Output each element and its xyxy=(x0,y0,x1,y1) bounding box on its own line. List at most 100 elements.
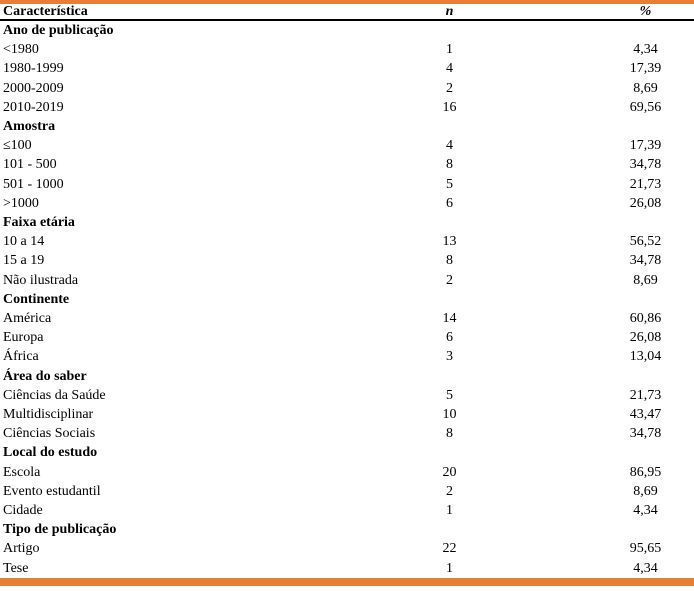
n-value-cell: 8 xyxy=(446,253,453,269)
characteristic-cell: Evento estudantil xyxy=(3,483,101,499)
percent-value-cell: 34,78 xyxy=(629,426,662,442)
characteristic-cell: Não ilustrada xyxy=(3,272,79,288)
characteristic-cell: <1980 xyxy=(3,42,39,58)
characteristic-cell: 10 a 14 xyxy=(3,234,45,250)
characteristic-cell: América xyxy=(3,311,52,327)
column-header-caracteristica: Característica xyxy=(0,4,403,21)
n-value-cell: 10 xyxy=(442,407,457,423)
table-row: 10 a 14 13 56,52 xyxy=(0,232,694,251)
n-value-cell: 3 xyxy=(446,349,453,365)
table-row: Ciências Sociais 8 34,78 xyxy=(0,424,694,443)
characteristic-cell: Multidisciplinar xyxy=(3,407,94,423)
characteristic-cell: África xyxy=(3,349,39,365)
table-row: Artigo 22 95,65 xyxy=(0,539,694,558)
n-value-cell: 6 xyxy=(446,330,453,346)
n-value-cell: 22 xyxy=(442,541,457,557)
section-header: Ano de publicação xyxy=(3,23,114,38)
n-value-cell: 1 xyxy=(446,42,453,58)
section-header: Área do saber xyxy=(3,368,87,384)
percent-value-cell: 56,52 xyxy=(629,234,662,250)
characteristic-cell: 2000-2009 xyxy=(3,80,64,96)
bottom-accent-bar xyxy=(0,577,694,586)
n-value-cell: 4 xyxy=(446,61,453,77)
table-row: Multidisciplinar 10 43,47 xyxy=(0,405,694,424)
n-value-cell: 2 xyxy=(446,80,453,96)
table-row: Não ilustrada 2 8,69 xyxy=(0,271,694,290)
characteristic-cell: Ciências Sociais xyxy=(3,426,96,442)
characteristic-cell: 501 - 1000 xyxy=(3,176,64,192)
section-header: Faixa etária xyxy=(3,215,75,231)
table-row: ≤100 4 17,39 xyxy=(0,136,694,155)
percent-value-cell: 95,65 xyxy=(629,541,662,557)
percent-value-cell: 60,86 xyxy=(629,311,662,327)
percent-value-cell: 8,69 xyxy=(633,483,658,499)
table-row: 1980-1999 4 17,39 xyxy=(0,59,694,78)
section-header-row: Ano de publicação xyxy=(0,20,694,40)
table-row: 501 - 1000 5 21,73 xyxy=(0,175,694,194)
table-row: 101 - 500 8 34,78 xyxy=(0,155,694,174)
table-row: Evento estudantil 2 8,69 xyxy=(0,482,694,501)
characteristic-cell: 1980-1999 xyxy=(3,61,64,77)
percent-value-cell: 21,73 xyxy=(629,176,662,192)
percent-value-cell: 4,34 xyxy=(633,503,658,519)
n-value-cell: 20 xyxy=(442,464,457,480)
percent-value-cell: 86,95 xyxy=(629,464,662,480)
characteristic-cell: >1000 xyxy=(3,195,39,211)
table-row: Ciências da Saúde 5 21,73 xyxy=(0,386,694,405)
characteristic-cell: 2010-2019 xyxy=(3,99,64,115)
column-header-n: n xyxy=(403,4,552,21)
section-header-row: Área do saber xyxy=(0,367,694,386)
n-value-cell: 14 xyxy=(442,311,457,327)
column-header-percent: % xyxy=(552,4,694,21)
table-row: América 14 60,86 xyxy=(0,309,694,328)
percent-value-cell: 26,08 xyxy=(629,195,662,211)
characteristic-cell: Ciências da Saúde xyxy=(3,387,106,403)
percent-value-cell: 4,34 xyxy=(633,560,658,576)
table-row: 2000-2009 2 8,69 xyxy=(0,79,694,98)
percent-value-cell: 17,39 xyxy=(629,61,662,77)
characteristic-cell: Tese xyxy=(3,560,29,576)
characteristic-cell: 15 a 19 xyxy=(3,253,45,269)
percent-value-cell: 8,69 xyxy=(633,272,658,288)
table-row: Tese 1 4,34 xyxy=(0,559,694,578)
n-value-cell: 1 xyxy=(446,560,453,576)
section-header: Tipo de publicação xyxy=(3,522,117,538)
percent-value-cell: 17,39 xyxy=(629,138,662,154)
characteristic-cell: Cidade xyxy=(3,503,43,519)
top-accent-bar xyxy=(0,0,694,4)
percent-value-cell: 43,47 xyxy=(629,407,662,423)
table-row: Cidade 1 4,34 xyxy=(0,501,694,520)
section-header-row: Tipo de publicação xyxy=(0,520,694,539)
n-value-cell: 6 xyxy=(446,195,453,211)
table-row: <1980 1 4,34 xyxy=(0,40,694,59)
section-header-row: Amostra xyxy=(0,117,694,136)
percent-value-cell: 26,08 xyxy=(629,330,662,346)
n-value-cell: 1 xyxy=(446,503,453,519)
table-row: 15 a 19 8 34,78 xyxy=(0,251,694,270)
n-value-cell: 5 xyxy=(446,387,453,403)
n-value-cell: 5 xyxy=(446,176,453,192)
section-header-row: Continente xyxy=(0,290,694,309)
section-header: Amostra xyxy=(3,119,56,135)
n-value-cell: 2 xyxy=(446,272,453,288)
n-value-cell: 13 xyxy=(442,234,457,250)
table-row: >1000 6 26,08 xyxy=(0,194,694,213)
n-value-cell: 8 xyxy=(446,157,453,173)
n-value-cell: 16 xyxy=(442,99,457,115)
section-header: Local do estudo xyxy=(3,445,98,461)
characteristic-cell: Europa xyxy=(3,330,44,346)
section-header-row: Local do estudo xyxy=(0,443,694,462)
percent-value-cell: 13,04 xyxy=(629,349,662,365)
section-header-row: Faixa etária xyxy=(0,213,694,232)
characteristic-cell: Artigo xyxy=(3,541,40,557)
characteristic-cell: Escola xyxy=(3,464,41,480)
table-row: 2010-2019 16 69,56 xyxy=(0,98,694,117)
percent-value-cell: 34,78 xyxy=(629,253,662,269)
characteristic-cell: ≤100 xyxy=(3,138,32,154)
percent-value-cell: 34,78 xyxy=(629,157,662,173)
characteristics-table: Característica n % Ano de publicação <198… xyxy=(0,4,694,578)
table-row: Escola 20 86,95 xyxy=(0,463,694,482)
table-row: África 3 13,04 xyxy=(0,347,694,366)
percent-value-cell: 8,69 xyxy=(633,80,658,96)
